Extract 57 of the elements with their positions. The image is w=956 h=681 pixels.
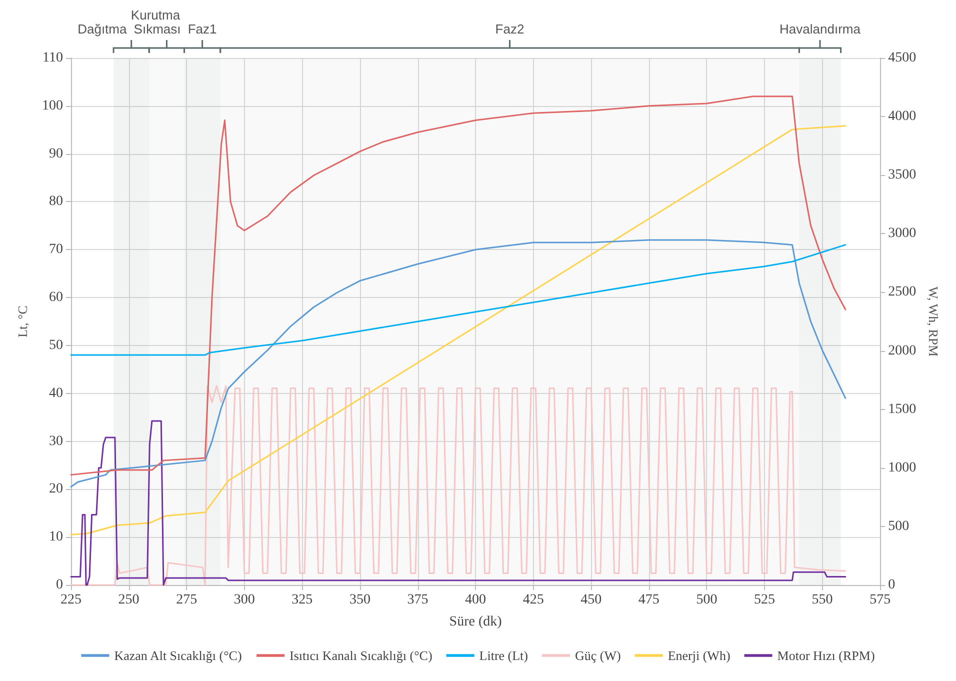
y-tick-label: 30 — [49, 434, 63, 449]
y2-tick-label: 2000 — [888, 343, 916, 358]
x-tick-label: 400 — [465, 592, 486, 608]
line-series — [70, 244, 846, 356]
band-label: Faz2 — [495, 22, 524, 36]
legend-label: Kazan Alt Sıcaklığı (°C) — [114, 648, 242, 663]
band-label: Kurutma Sıkması — [130, 8, 184, 36]
y-tick-label: 90 — [49, 146, 63, 162]
x-tick-label: 375 — [407, 592, 428, 608]
y2-tick-label: 3500 — [888, 168, 916, 183]
y-tick-label: 20 — [49, 482, 63, 497]
y2-tick-label: 4000 — [888, 109, 916, 124]
y-tick-label: 40 — [49, 386, 63, 401]
legend-label: Litre (Lt) — [479, 648, 528, 663]
y2-tick-label: 1500 — [888, 402, 916, 417]
x-tick-label: 550 — [812, 592, 833, 608]
band-label: Dağıtma — [78, 22, 128, 36]
line-series — [70, 385, 846, 586]
x-tick-label: 475 — [638, 592, 660, 608]
y-tick-label: 80 — [49, 194, 63, 210]
line-series — [70, 420, 846, 586]
y-axis-title: Lt, °C — [15, 306, 30, 338]
x-tick-label: 525 — [754, 592, 776, 608]
x-tick-label: 275 — [176, 592, 198, 608]
y-tick-label: 100 — [42, 98, 63, 114]
legend-label: Güç (W) — [575, 648, 621, 663]
line-series — [70, 96, 846, 476]
band-label: Havalandırma — [780, 22, 862, 36]
y2-tick-label: 1000 — [888, 460, 916, 476]
x-tick-label: 300 — [234, 592, 255, 608]
y-tick-label: 0 — [56, 578, 63, 592]
y2-tick-label: 4500 — [888, 50, 916, 66]
y2-tick-label: 2500 — [888, 284, 916, 300]
legend-label: Motor Hızı (RPM) — [777, 648, 875, 663]
y-tick-label: 110 — [42, 50, 63, 66]
x-axis-title: Süre (dk) — [449, 614, 502, 630]
x-tick-label: 575 — [870, 592, 891, 608]
band-label: Faz1 — [188, 22, 217, 36]
legend-label: Enerji (Wh) — [668, 648, 730, 663]
x-tick-label: 425 — [522, 592, 544, 608]
y-tick-label: 10 — [49, 530, 63, 545]
x-tick-label: 250 — [118, 592, 140, 608]
x-tick-label: 225 — [60, 592, 82, 608]
y2-tick-label: 3000 — [888, 226, 916, 242]
x-tick-label: 350 — [349, 592, 370, 608]
x-tick-label: 450 — [580, 592, 602, 608]
x-tick-label: 325 — [292, 592, 313, 608]
y2-tick-label: 0 — [888, 578, 896, 592]
x-tick-label: 500 — [696, 592, 718, 608]
y2-axis-title: W, Wh, RPM — [926, 286, 941, 357]
y-tick-label: 50 — [49, 338, 63, 353]
line-series — [70, 125, 846, 536]
y2-tick-label: 500 — [888, 518, 910, 534]
y-tick-label: 60 — [49, 290, 63, 306]
line-series — [70, 239, 846, 488]
legend-label: Isıtıcı Kanalı Sıcaklığı (°C) — [290, 648, 432, 663]
y-tick-label: 70 — [49, 242, 63, 258]
